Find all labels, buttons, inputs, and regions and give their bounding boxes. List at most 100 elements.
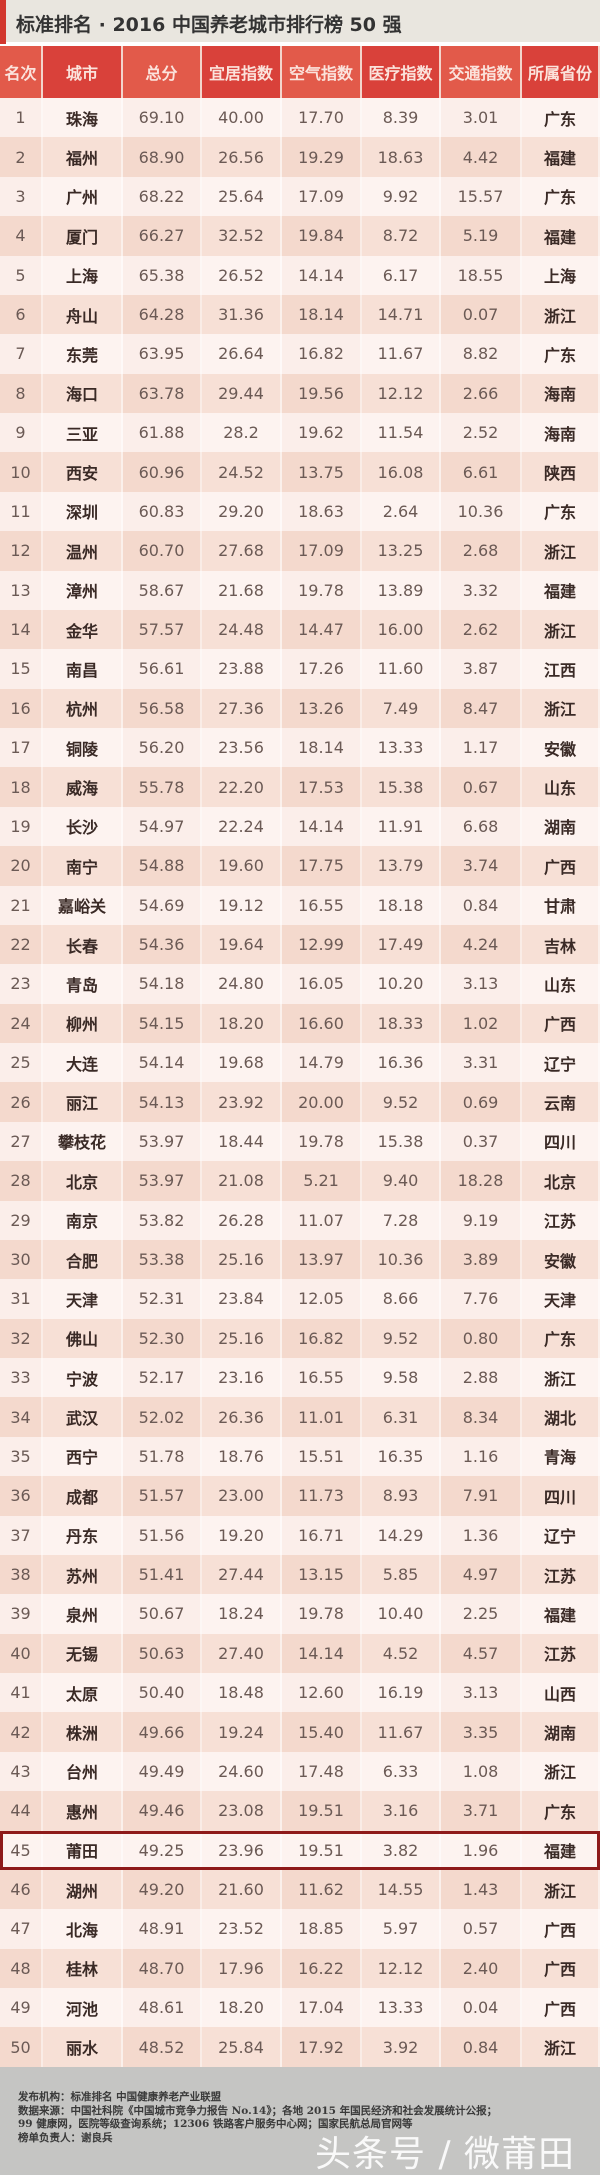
table-row: 27 攀枝花 53.97 18.44 19.78 15.38 0.37 四川	[0, 1121, 600, 1162]
cell-rank: 25	[0, 1043, 43, 1083]
cell-transport: 2.66	[441, 373, 522, 413]
cell-total: 48.61	[123, 1988, 202, 2028]
cell-rank: 12	[0, 531, 43, 571]
cell-medical: 3.92	[362, 2027, 441, 2067]
cell-province: 陕西	[522, 452, 600, 492]
cell-city: 珠海	[43, 98, 123, 138]
cell-transport: 5.19	[441, 216, 522, 256]
cell-city: 南宁	[43, 846, 123, 886]
cell-rank: 8	[0, 373, 43, 413]
cell-total: 49.49	[123, 1751, 202, 1792]
cell-air: 11.01	[282, 1397, 362, 1437]
cell-rank: 48	[0, 1948, 43, 1988]
cell-total: 49.46	[123, 1791, 202, 1831]
cell-transport: 0.04	[441, 1988, 522, 2028]
cell-transport: 10.36	[441, 491, 522, 532]
cell-city: 舟山	[43, 294, 123, 335]
cell-medical: 7.49	[362, 688, 441, 728]
cell-livability: 18.48	[202, 1673, 282, 1713]
table-row: 37 丹东 51.56 19.20 16.71 14.29 1.36 辽宁	[0, 1515, 600, 1555]
cell-province: 浙江	[522, 294, 600, 335]
footer-source-cont: 99 健康网，医院等级查询系统；12306 铁路客户服务中心网；国家民航总局官网…	[18, 2118, 413, 2130]
table-row: 25 大连 54.14 19.68 14.79 16.36 3.31 辽宁	[0, 1043, 600, 1083]
cell-medical: 16.00	[362, 609, 441, 650]
cell-air: 13.97	[282, 1239, 362, 1280]
cell-city: 漳州	[43, 570, 123, 610]
table-row: 15 南昌 56.61 23.88 17.26 11.60 3.87 江西	[0, 649, 600, 689]
table-row: 33 宁波 52.17 23.16 16.55 9.58 2.88 浙江	[0, 1358, 600, 1398]
cell-medical: 11.60	[362, 649, 441, 689]
cell-air: 15.40	[282, 1712, 362, 1752]
cell-air: 16.55	[282, 885, 362, 925]
cell-medical: 9.58	[362, 1358, 441, 1398]
cell-medical: 11.67	[362, 334, 441, 374]
cell-transport: 15.57	[441, 176, 522, 217]
cell-city: 合肥	[43, 1239, 123, 1280]
cell-province: 吉林	[522, 924, 600, 965]
cell-city: 金华	[43, 609, 123, 650]
cell-air: 19.84	[282, 216, 362, 256]
cell-total: 60.70	[123, 531, 202, 571]
cell-province: 广西	[522, 1003, 600, 1043]
table-row: 32 佛山 52.30 25.16 16.82 9.52 0.80 广东	[0, 1318, 600, 1358]
cell-transport: 2.40	[441, 1948, 522, 1988]
cell-transport: 4.97	[441, 1554, 522, 1595]
cell-transport: 3.13	[441, 964, 522, 1004]
cell-province: 广东	[522, 491, 600, 532]
table-row: 8 海口 63.78 29.44 19.56 12.12 2.66 海南	[0, 373, 600, 413]
header-total: 总分	[123, 46, 202, 98]
table-row: 1 珠海 69.10 40.00 17.70 8.39 3.01 广东	[0, 98, 600, 138]
cell-transport: 0.57	[441, 1909, 522, 1949]
table-row: 21 嘉峪关 54.69 19.12 16.55 18.18 0.84 甘肃	[0, 885, 600, 925]
cell-livability: 26.52	[202, 255, 282, 295]
table-row: 40 无锡 50.63 27.40 14.14 4.52 4.57 江苏	[0, 1633, 600, 1673]
cell-province: 湖南	[522, 806, 600, 847]
cell-medical: 13.33	[362, 1988, 441, 2028]
table-row: 20 南宁 54.88 19.60 17.75 13.79 3.74 广西	[0, 846, 600, 886]
cell-air: 19.62	[282, 413, 362, 453]
cell-rank: 23	[0, 964, 43, 1004]
table-row: 46 湖州 49.20 21.60 11.62 14.55 1.43 浙江	[0, 1869, 600, 1910]
cell-medical: 5.85	[362, 1554, 441, 1595]
cell-province: 山东	[522, 767, 600, 807]
cell-transport: 3.74	[441, 846, 522, 886]
cell-medical: 9.52	[362, 1082, 441, 1122]
cell-medical: 6.33	[362, 1751, 441, 1792]
header-city: 城市	[43, 46, 123, 98]
cell-livability: 23.56	[202, 728, 282, 768]
cell-rank: 39	[0, 1594, 43, 1634]
cell-livability: 23.00	[202, 1476, 282, 1516]
cell-air: 17.53	[282, 767, 362, 807]
cell-city: 丽水	[43, 2027, 123, 2067]
cell-rank: 29	[0, 1200, 43, 1240]
table-row: 4 厦门 66.27 32.52 19.84 8.72 5.19 福建	[0, 216, 600, 256]
cell-medical: 8.39	[362, 98, 441, 138]
cell-rank: 24	[0, 1003, 43, 1043]
cell-air: 16.71	[282, 1515, 362, 1555]
cell-transport: 1.16	[441, 1436, 522, 1477]
cell-province: 江苏	[522, 1633, 600, 1673]
table-row: 14 金华 57.57 24.48 14.47 16.00 2.62 浙江	[0, 609, 600, 650]
cell-province: 甘肃	[522, 885, 600, 925]
cell-city: 北京	[43, 1161, 123, 1201]
cell-rank: 45	[0, 1830, 43, 1870]
cell-air: 19.78	[282, 1121, 362, 1162]
cell-total: 54.18	[123, 964, 202, 1004]
cell-total: 54.13	[123, 1082, 202, 1122]
cell-medical: 13.89	[362, 570, 441, 610]
cell-rank: 17	[0, 728, 43, 768]
header-transport: 交通指数	[441, 46, 522, 98]
cell-rank: 36	[0, 1476, 43, 1516]
cell-transport: 3.87	[441, 649, 522, 689]
cell-rank: 42	[0, 1712, 43, 1752]
cell-transport: 0.69	[441, 1082, 522, 1122]
cell-air: 14.14	[282, 806, 362, 847]
table-row: 35 西宁 51.78 18.76 15.51 16.35 1.16 青海	[0, 1436, 600, 1477]
table-row: 24 柳州 54.15 18.20 16.60 18.33 1.02 广西	[0, 1003, 600, 1043]
cell-air: 13.75	[282, 452, 362, 492]
cell-medical: 16.36	[362, 1043, 441, 1083]
cell-livability: 25.64	[202, 176, 282, 217]
cell-total: 51.78	[123, 1436, 202, 1477]
cell-city: 南京	[43, 1200, 123, 1240]
cell-livability: 24.48	[202, 609, 282, 650]
